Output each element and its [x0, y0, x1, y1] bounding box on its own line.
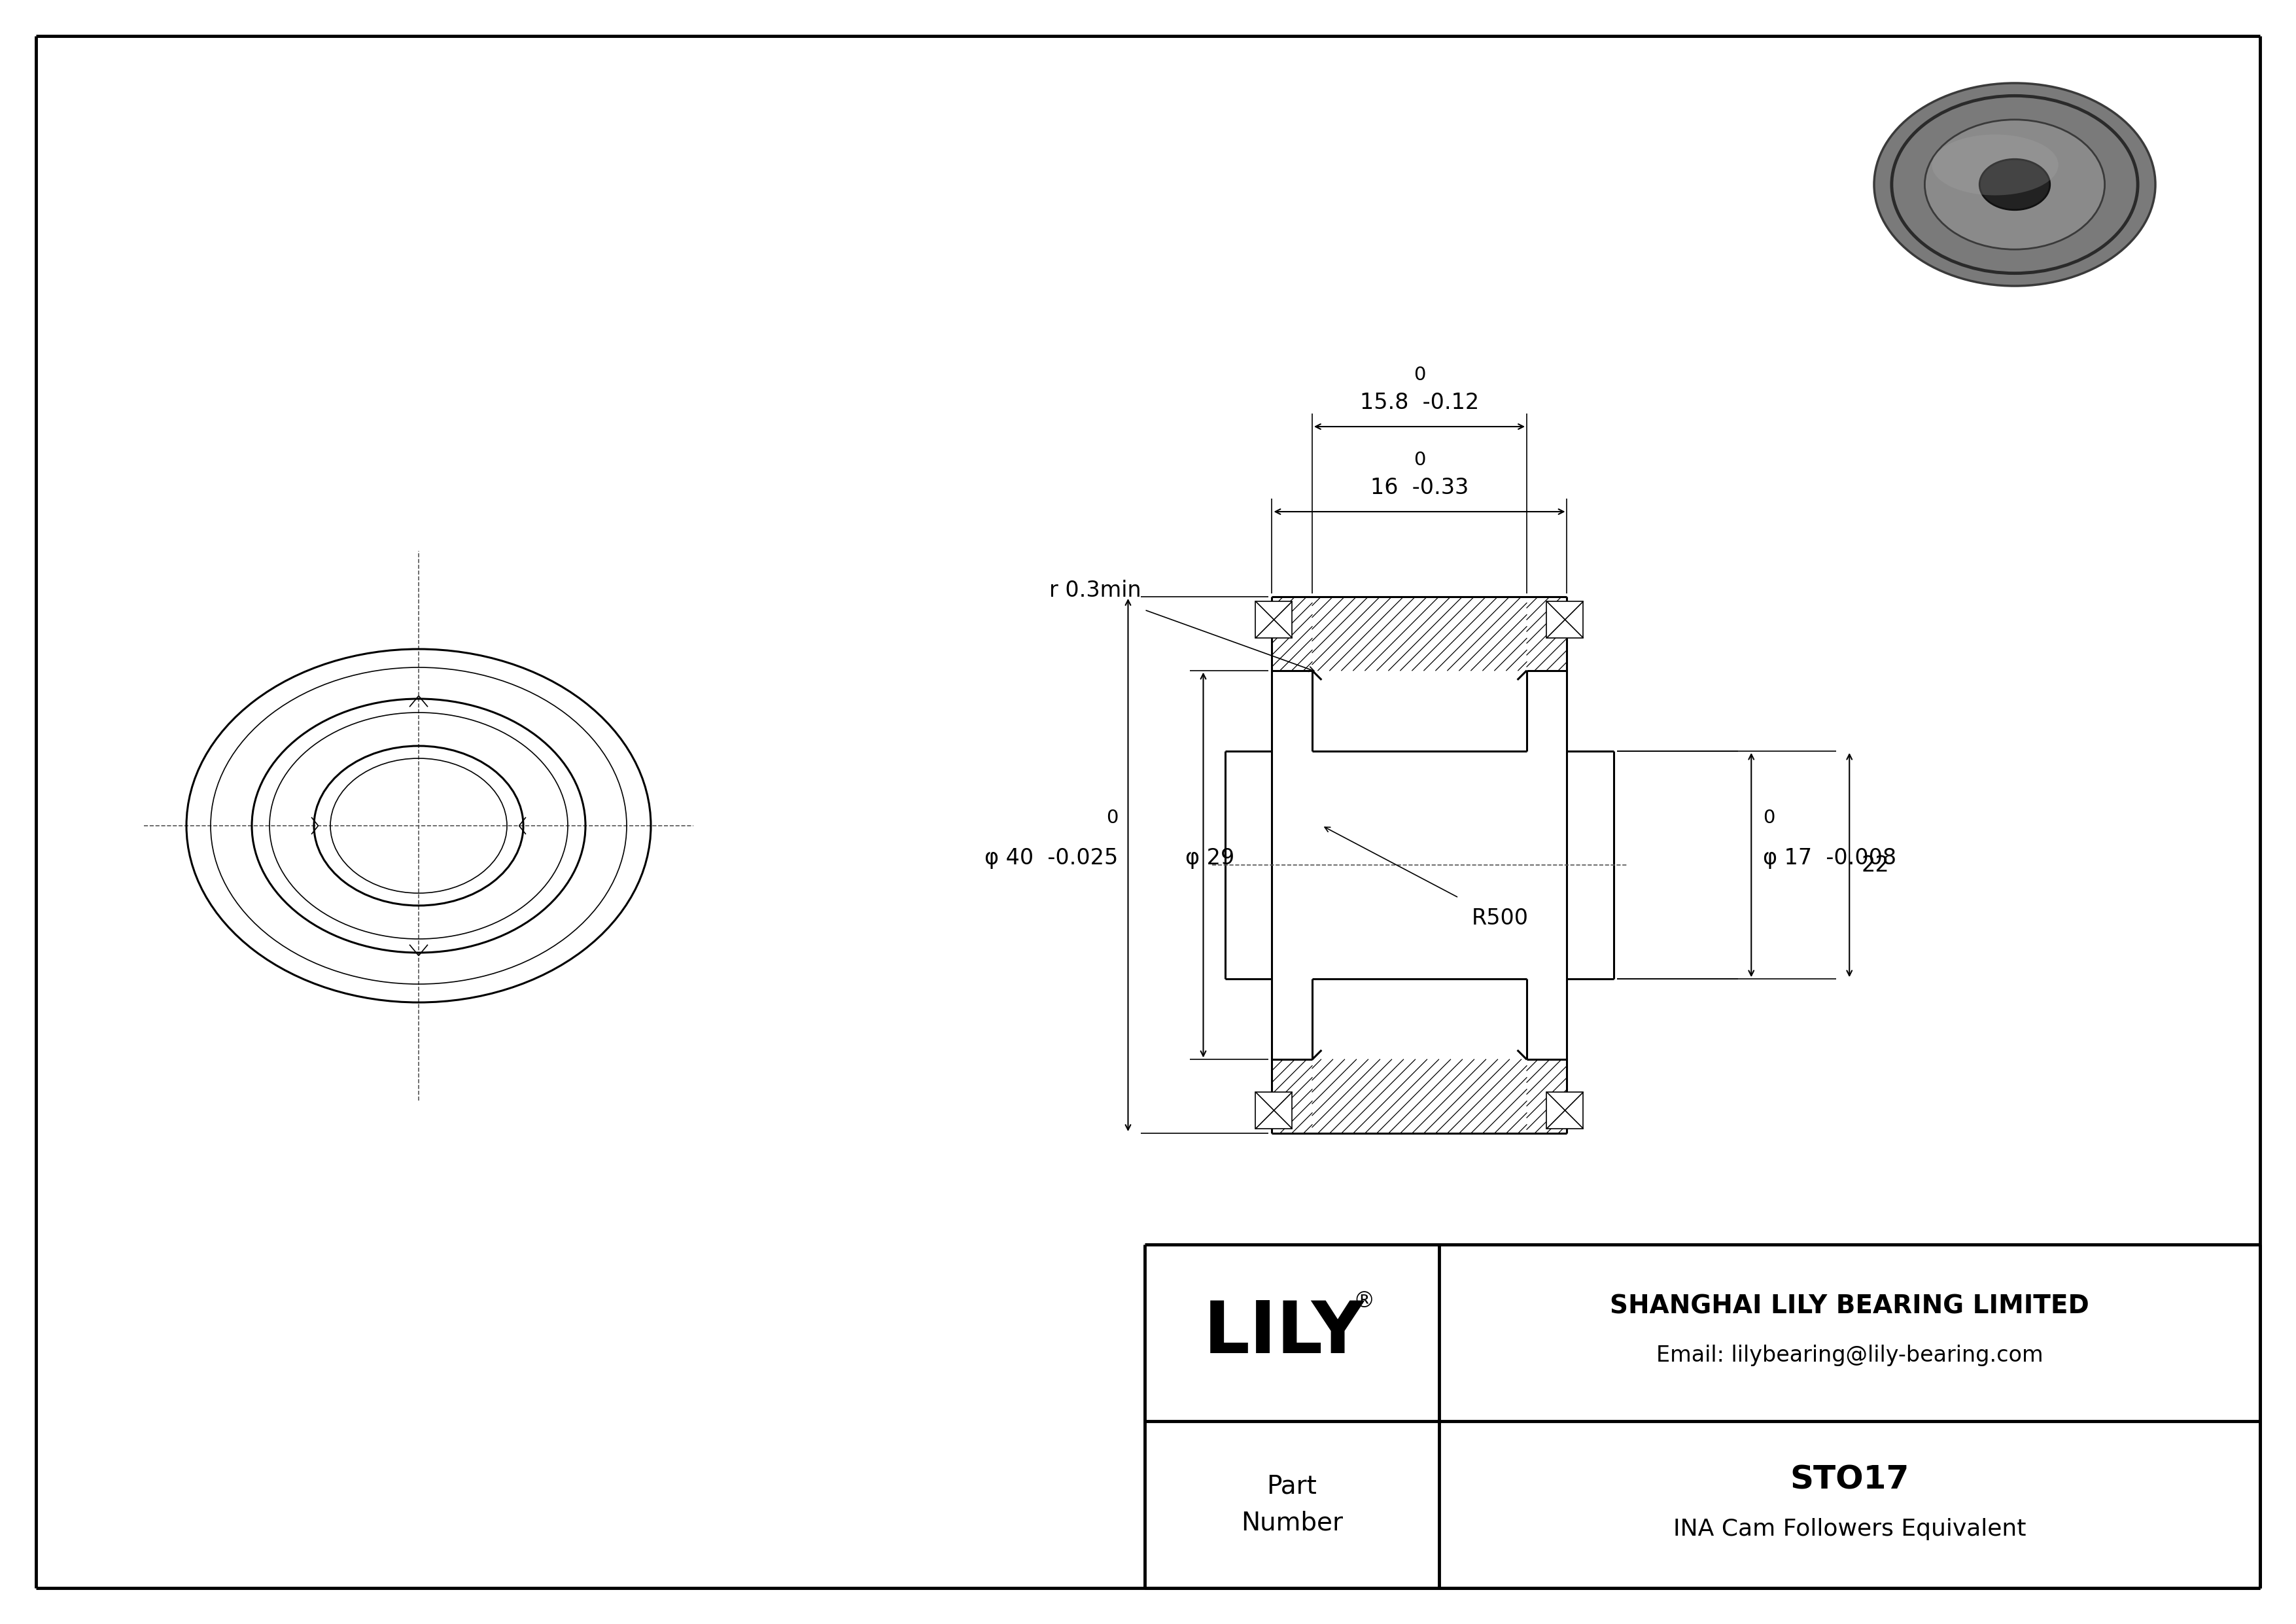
- Ellipse shape: [1874, 83, 2156, 286]
- Text: φ 29: φ 29: [1185, 848, 1235, 869]
- Text: φ 17  -0.008: φ 17 -0.008: [1763, 848, 1896, 869]
- Text: 15.8  -0.12: 15.8 -0.12: [1359, 391, 1479, 414]
- Bar: [1256, 601, 1293, 638]
- Text: Email: lilybearing@lily-bearing.com: Email: lilybearing@lily-bearing.com: [1655, 1345, 2043, 1366]
- Text: Part
Number: Part Number: [1240, 1475, 1343, 1535]
- Text: 22: 22: [1862, 854, 1890, 875]
- Text: R500: R500: [1472, 908, 1529, 929]
- Text: 0: 0: [1414, 451, 1426, 469]
- Text: 0: 0: [1414, 365, 1426, 385]
- Text: INA Cam Followers Equivalent: INA Cam Followers Equivalent: [1674, 1518, 2025, 1541]
- Text: SHANGHAI LILY BEARING LIMITED: SHANGHAI LILY BEARING LIMITED: [1609, 1294, 2089, 1319]
- Text: 16  -0.33: 16 -0.33: [1371, 477, 1469, 499]
- Text: φ 40  -0.025: φ 40 -0.025: [985, 848, 1118, 869]
- Ellipse shape: [1931, 135, 2060, 195]
- Ellipse shape: [1979, 159, 2050, 209]
- Text: ®: ®: [1352, 1291, 1375, 1312]
- Bar: [1256, 1091, 1293, 1129]
- Text: r 0.3min: r 0.3min: [1049, 580, 1141, 601]
- Ellipse shape: [1924, 120, 2105, 250]
- Bar: [1548, 1091, 1584, 1129]
- Text: LILY: LILY: [1203, 1298, 1364, 1367]
- Text: 0: 0: [1763, 809, 1775, 827]
- Text: STO17: STO17: [1791, 1463, 1910, 1496]
- Text: 0: 0: [1107, 809, 1118, 827]
- Bar: [1548, 601, 1584, 638]
